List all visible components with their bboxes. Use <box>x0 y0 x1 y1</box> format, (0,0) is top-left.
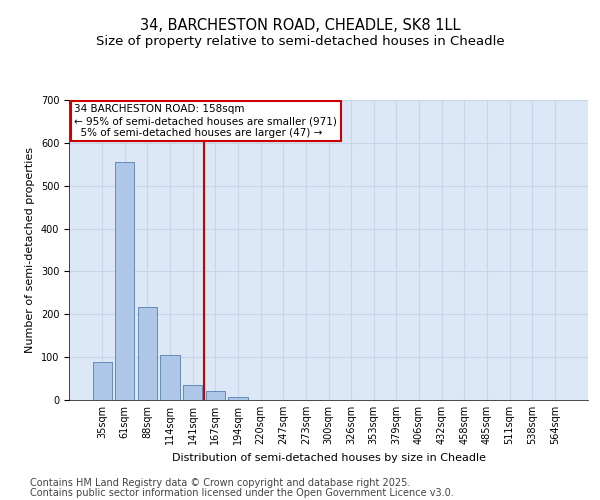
Text: Size of property relative to semi-detached houses in Cheadle: Size of property relative to semi-detach… <box>95 35 505 48</box>
Text: 34, BARCHESTON ROAD, CHEADLE, SK8 1LL: 34, BARCHESTON ROAD, CHEADLE, SK8 1LL <box>140 18 460 32</box>
Bar <box>160 355 180 400</box>
Text: 34 BARCHESTON ROAD: 158sqm
← 95% of semi-detached houses are smaller (971)
  5% : 34 BARCHESTON ROAD: 158sqm ← 95% of semi… <box>74 104 337 138</box>
Y-axis label: Number of semi-detached properties: Number of semi-detached properties <box>25 147 35 353</box>
Bar <box>206 392 225 400</box>
Bar <box>229 396 248 400</box>
X-axis label: Distribution of semi-detached houses by size in Cheadle: Distribution of semi-detached houses by … <box>172 452 485 462</box>
Bar <box>138 306 157 400</box>
Bar <box>92 362 112 400</box>
Bar <box>115 162 134 400</box>
Text: Contains public sector information licensed under the Open Government Licence v3: Contains public sector information licen… <box>30 488 454 498</box>
Text: Contains HM Land Registry data © Crown copyright and database right 2025.: Contains HM Land Registry data © Crown c… <box>30 478 410 488</box>
Bar <box>183 385 202 400</box>
